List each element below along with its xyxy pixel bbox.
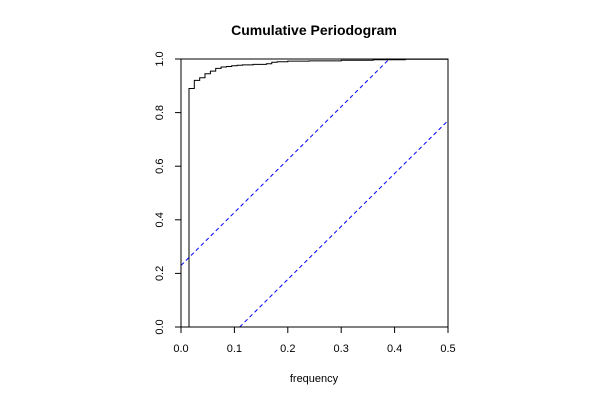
x-tick-label: 0.1 [227,343,242,355]
y-tick-label: 0.8 [154,105,166,120]
y-tick-label: 0.2 [154,266,166,281]
confidence-band-line [239,120,448,327]
y-axis: 0.0 0.2 0.4 0.6 0.8 1.0 [154,51,182,335]
y-tick-label: 0.6 [154,159,166,174]
x-axis-title: frequency [290,373,339,385]
plot-frame [180,58,449,328]
x-tick-label: 0.5 [440,343,455,355]
y-tick-label: 1.0 [154,51,166,66]
chart-title: Cumulative Periodogram [231,22,397,38]
y-tick-label: 0.0 [154,319,166,334]
y-tick-label: 0.4 [154,212,166,227]
cumulative-periodogram-line [188,59,448,327]
confidence-band-line [181,59,390,266]
x-tick-label: 0.3 [334,343,349,355]
plot-area [181,59,448,327]
x-axis: 0.0 0.1 0.2 0.3 0.4 0.5 [173,326,456,355]
x-tick-label: 0.0 [173,343,188,355]
x-tick-label: 0.2 [280,343,295,355]
x-tick-label: 0.4 [387,343,402,355]
